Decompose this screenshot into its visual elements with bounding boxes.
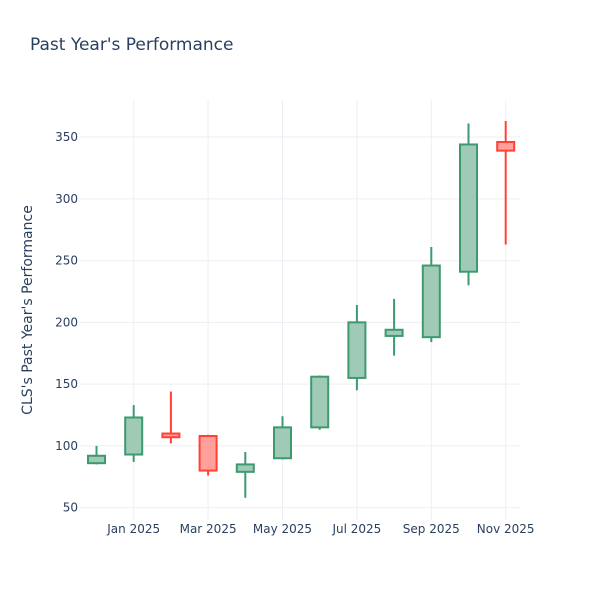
y-tick-label: 50 xyxy=(63,501,78,515)
y-tick-label: 300 xyxy=(55,192,78,206)
candle-jun-2025 xyxy=(310,375,330,430)
candle-apr-2025 xyxy=(235,452,255,498)
x-tick-label: Nov 2025 xyxy=(477,522,535,536)
candle-jul-2025 xyxy=(347,305,367,391)
candle-body xyxy=(235,463,255,473)
x-tick-label: Mar 2025 xyxy=(180,522,237,536)
candle-feb-2025 xyxy=(161,391,181,444)
candle-sep-2025 xyxy=(421,247,441,343)
candle-may-2025 xyxy=(273,416,292,460)
candle-dec-2024 xyxy=(87,445,106,465)
x-tick-label: May 2025 xyxy=(253,522,312,536)
y-tick-label: 100 xyxy=(55,439,78,453)
candle-body xyxy=(310,375,330,429)
candle-body xyxy=(198,435,218,472)
candle-oct-2025 xyxy=(459,123,478,286)
x-tick-label: Jan 2025 xyxy=(106,522,160,536)
candle-body xyxy=(459,143,478,273)
x-tick-label: Jul 2025 xyxy=(331,522,381,536)
candle-body xyxy=(161,432,181,439)
y-tick-label: 150 xyxy=(55,377,78,391)
candle-body xyxy=(273,426,292,460)
candle-aug-2025 xyxy=(384,298,404,356)
candle-body xyxy=(384,328,404,337)
y-axis-ticks: 50 100 150 200 250 300 350 xyxy=(55,130,78,515)
y-tick-label: 200 xyxy=(55,315,78,329)
candle-body xyxy=(421,264,441,339)
x-tick-label: Sep 2025 xyxy=(403,522,460,536)
candle-jan-2025 xyxy=(124,405,144,462)
candle-layer xyxy=(87,121,516,498)
y-tick-label: 250 xyxy=(55,254,78,268)
candle-nov-2025 xyxy=(496,121,516,245)
chart-title: Past Year's Performance xyxy=(30,35,234,55)
y-tick-label: 350 xyxy=(55,130,78,144)
candle-body xyxy=(496,141,516,152)
candle-mar-2025 xyxy=(198,434,218,476)
candle-body xyxy=(87,454,106,465)
candle-body xyxy=(124,416,144,456)
x-axis-ticks: Jan 2025 Mar 2025 May 2025 Jul 2025 Sep 2025… xyxy=(106,522,534,536)
y-axis-title: CLS's Past Year's Performance xyxy=(20,205,36,415)
grid-layer xyxy=(80,100,520,520)
candle-body xyxy=(347,321,367,379)
